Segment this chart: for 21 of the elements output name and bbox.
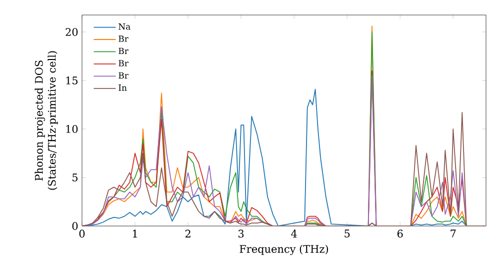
- legend-label: Br: [118, 72, 128, 78]
- x-tick-label: 4: [291, 230, 297, 238]
- y-tick-label: 10: [66, 125, 78, 133]
- y-tick-label: 20: [66, 28, 78, 36]
- y-tick-label: 5: [72, 174, 78, 182]
- legend-label: In: [118, 84, 127, 91]
- legend-label: Br: [118, 60, 128, 66]
- x-axis-title: Frequency (THz): [240, 244, 328, 256]
- x-tick-label: 6: [397, 230, 403, 238]
- legend-label: Br: [118, 48, 128, 54]
- y-tick-label: 15: [66, 76, 78, 84]
- x-tick-label: 1: [132, 230, 137, 238]
- x-tick-label: 3: [238, 230, 244, 238]
- x-tick-label: 5: [344, 230, 350, 238]
- legend-label: Na: [118, 23, 130, 30]
- y-tick-label: 0: [72, 222, 78, 230]
- x-tick-label: 7: [450, 230, 456, 238]
- y-axis-title: Phonon projected DOS (States/THz·primitive cell): [34, 51, 58, 190]
- legend-label: Br: [118, 36, 128, 42]
- x-tick-label: 0: [79, 230, 85, 238]
- x-tick-label: 2: [185, 230, 190, 238]
